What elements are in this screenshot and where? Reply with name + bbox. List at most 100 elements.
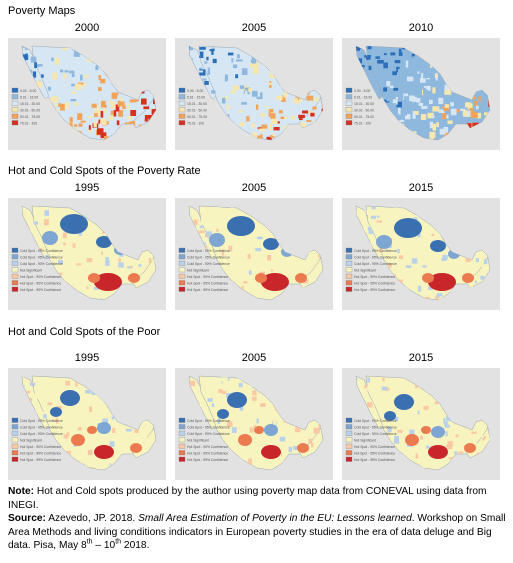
- legend-label: 5.01 - 15.00: [187, 96, 205, 100]
- legend-swatch: [178, 430, 186, 436]
- legend-swatch: [178, 100, 186, 106]
- legend-swatch: [11, 94, 19, 100]
- legend-swatch: [345, 107, 353, 113]
- legend-label: 5.01 - 15.00: [20, 96, 38, 100]
- legend-label: Hot Spot - 90% Confidence: [20, 445, 61, 449]
- map-poor-2005: Cold Spot - 99% Confidence Cold Spot - 95…: [175, 368, 333, 480]
- legend-swatch: [11, 113, 19, 119]
- section-title-poverty-rate-spots: Hot and Cold Spots of the Poverty Rate: [8, 165, 201, 177]
- legend-label: Not Significant: [20, 439, 42, 443]
- legend-swatch: [178, 260, 186, 266]
- legend-swatch: [11, 247, 19, 253]
- legend-swatch: [11, 443, 19, 449]
- section-title-poverty-maps: Poverty Maps: [8, 5, 76, 17]
- legend-swatch: [345, 437, 353, 443]
- source-label: Source:: [8, 513, 46, 525]
- legend-label: Cold Spot - 95% Confidence: [354, 426, 397, 430]
- legend-swatch: [345, 87, 353, 93]
- map-legend: 0.00 - 5.00 5.01 - 15.00 15.01 - 30.00 30.0…: [178, 87, 207, 126]
- map-legend: Cold Spot - 99% Confidence Cold Spot - 95…: [11, 247, 63, 292]
- legend-label: Hot Spot - 90% Confidence: [187, 445, 228, 449]
- map-rate-2005: Cold Spot - 99% Confidence Cold Spot - 95…: [175, 198, 333, 310]
- legend-swatch: [178, 267, 186, 273]
- source-rest: . Workshop on Small Area Methods and liv…: [8, 513, 506, 552]
- legend-label: Hot Spot - 95% Confidence: [187, 282, 228, 286]
- mexico-map: 0.00 - 5.00 5.01 - 15.00 15.01 - 30.00 30.0…: [178, 45, 324, 141]
- legend-swatch: [11, 286, 19, 292]
- legend-label: 50.01 - 75.00: [354, 115, 374, 119]
- legend-label: Cold Spot - 90% Confidence: [354, 432, 397, 436]
- mexico-map: Cold Spot - 99% Confidence Cold Spot - 95…: [11, 205, 157, 301]
- source-dash: – 10: [92, 540, 116, 552]
- figure-note: Note: Hot and Cold spots produced by the…: [8, 485, 508, 553]
- mexico-map: Cold Spot - 99% Confidence Cold Spot - 95…: [345, 375, 491, 471]
- year-label: 2015: [408, 352, 434, 364]
- legend-label: 30.01 - 50.00: [187, 109, 207, 113]
- legend-swatch: [11, 254, 19, 260]
- legend-label: Cold Spot - 95% Confidence: [20, 426, 63, 430]
- map-rate-1995: Cold Spot - 99% Confidence Cold Spot - 95…: [8, 198, 166, 310]
- legend-label: 75.01 - 100: [20, 122, 37, 126]
- legend-label: 75.01 - 100: [354, 122, 371, 126]
- legend-label: 5.01 - 15.00: [354, 96, 372, 100]
- legend-swatch: [345, 254, 353, 260]
- legend-swatch: [178, 280, 186, 286]
- legend-label: Hot Spot - 90% Confidence: [354, 275, 395, 279]
- year-label: 2015: [408, 182, 434, 194]
- legend-swatch: [345, 443, 353, 449]
- legend-swatch: [345, 456, 353, 462]
- legend-swatch: [178, 417, 186, 423]
- year-label: 2005: [241, 182, 267, 194]
- legend-label: 30.01 - 50.00: [354, 109, 374, 113]
- legend-swatch: [11, 437, 19, 443]
- legend-swatch: [178, 107, 186, 113]
- legend-swatch: [11, 267, 19, 273]
- year-label: 2005: [241, 22, 267, 34]
- map-legend: Cold Spot - 99% Confidence Cold Spot - 95…: [11, 417, 63, 462]
- sup-th: th: [86, 538, 93, 546]
- legend-label: Hot Spot - 90% Confidence: [20, 275, 61, 279]
- legend-swatch: [11, 87, 19, 93]
- legend-label: Cold Spot - 90% Confidence: [20, 432, 63, 436]
- legend-label: 15.01 - 30.00: [187, 102, 207, 106]
- legend-label: Not Significant: [20, 269, 42, 273]
- legend-label: Cold Spot - 95% Confidence: [354, 256, 397, 260]
- legend-label: Not Significant: [187, 269, 209, 273]
- legend-label: Cold Spot - 99% Confidence: [20, 249, 63, 253]
- legend-label: Cold Spot - 99% Confidence: [354, 249, 397, 253]
- legend-swatch: [178, 247, 186, 253]
- legend-swatch: [178, 94, 186, 100]
- map-rate-2015: Cold Spot - 99% Confidence Cold Spot - 95…: [342, 198, 500, 310]
- legend-swatch: [345, 100, 353, 106]
- legend-label: 30.01 - 50.00: [20, 109, 40, 113]
- legend-swatch: [178, 120, 186, 126]
- note-text: Hot and Cold spots produced by the autho…: [8, 486, 487, 511]
- legend-label: Cold Spot - 95% Confidence: [187, 256, 230, 260]
- legend-label: Hot Spot - 99% Confidence: [187, 288, 228, 292]
- map-poor-1995: Cold Spot - 99% Confidence Cold Spot - 95…: [8, 368, 166, 480]
- legend-swatch: [178, 450, 186, 456]
- legend-swatch: [345, 424, 353, 430]
- year-label: 2000: [74, 22, 100, 34]
- legend-swatch: [11, 273, 19, 279]
- map-legend: 0.00 - 5.00 5.01 - 15.00 15.01 - 30.00 30.0…: [345, 87, 374, 126]
- legend-swatch: [178, 443, 186, 449]
- legend-label: 15.01 - 30.00: [354, 102, 374, 106]
- legend-swatch: [345, 286, 353, 292]
- legend-label: Hot Spot - 99% Confidence: [20, 458, 61, 462]
- map-poor-2015: Cold Spot - 99% Confidence Cold Spot - 95…: [342, 368, 500, 480]
- source-author: Azevedo, JP. 2018.: [45, 513, 139, 525]
- map-legend: Cold Spot - 99% Confidence Cold Spot - 95…: [178, 247, 230, 292]
- map-legend: Cold Spot - 99% Confidence Cold Spot - 95…: [345, 417, 397, 462]
- legend-swatch: [11, 100, 19, 106]
- legend-label: Hot Spot - 95% Confidence: [187, 452, 228, 456]
- legend-label: Cold Spot - 95% Confidence: [20, 256, 63, 260]
- legend-swatch: [11, 450, 19, 456]
- map-poverty-2000: 0.00 - 5.00 5.01 - 15.00 15.01 - 30.00 30.0…: [8, 38, 166, 150]
- legend-label: Hot Spot - 90% Confidence: [187, 275, 228, 279]
- legend-label: 0.00 - 5.00: [187, 89, 203, 93]
- legend-swatch: [345, 430, 353, 436]
- mexico-map: Cold Spot - 99% Confidence Cold Spot - 95…: [178, 375, 324, 471]
- legend-label: Not Significant: [187, 439, 209, 443]
- sup-th: th: [115, 538, 122, 546]
